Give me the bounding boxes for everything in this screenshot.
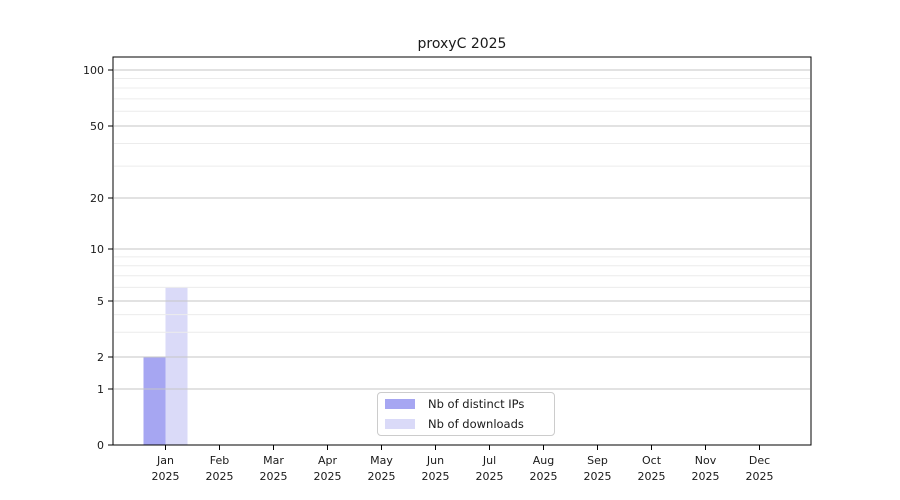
x-tick-label-year: 2025 [422, 470, 450, 483]
y-tick-label: 50 [90, 120, 104, 133]
x-tick-label-month: Jan [156, 454, 174, 467]
x-tick-label-year: 2025 [530, 470, 558, 483]
x-tick-label-month: Dec [749, 454, 770, 467]
x-tick-label-month: Jul [482, 454, 496, 467]
legend-item-distinct-ips: Nb of distinct IPs [385, 396, 546, 412]
y-tick-label: 20 [90, 192, 104, 205]
y-tick-label: 100 [83, 64, 104, 77]
legend-label-downloads: Nb of downloads [428, 417, 524, 431]
x-tick-label-year: 2025 [692, 470, 720, 483]
x-tick-label-year: 2025 [476, 470, 504, 483]
chart-title: proxyC 2025 [417, 36, 507, 52]
legend-swatch-downloads [385, 419, 415, 429]
x-tick-label-year: 2025 [584, 470, 612, 483]
x-tick-label-month: Jun [426, 454, 444, 467]
legend-item-downloads: Nb of downloads [385, 416, 546, 432]
x-tick-label-year: 2025 [638, 470, 666, 483]
x-tick-label-month: Oct [642, 454, 662, 467]
x-tick-label-year: 2025 [152, 470, 180, 483]
bar-downloads-jan [165, 287, 188, 445]
x-tick-label-year: 2025 [368, 470, 396, 483]
legend: Nb of distinct IPs Nb of downloads [377, 392, 555, 436]
x-tick-label-month: Sep [587, 454, 608, 467]
legend-swatch-distinct-ips [385, 399, 415, 409]
y-tick-label: 0 [97, 439, 104, 452]
x-tick-label-year: 2025 [206, 470, 234, 483]
bar-distinct-ips-jan [143, 357, 166, 445]
x-tick-label-month: Aug [533, 454, 554, 467]
x-tick-label-month: Apr [318, 454, 338, 467]
legend-label-distinct-ips: Nb of distinct IPs [428, 397, 525, 411]
x-tick-label-year: 2025 [260, 470, 288, 483]
x-tick-label-year: 2025 [314, 470, 342, 483]
plot-border [112, 56, 812, 446]
x-tick-label-month: Nov [695, 454, 717, 467]
y-tick-label: 1 [97, 383, 104, 396]
x-tick-label-month: Feb [210, 454, 229, 467]
y-tick-label: 10 [90, 243, 104, 256]
x-tick-label-month: Mar [263, 454, 284, 467]
y-tick-label: 5 [97, 295, 104, 308]
y-tick-label: 2 [97, 351, 104, 364]
x-tick-label-month: May [370, 454, 393, 467]
x-tick-label-year: 2025 [746, 470, 774, 483]
